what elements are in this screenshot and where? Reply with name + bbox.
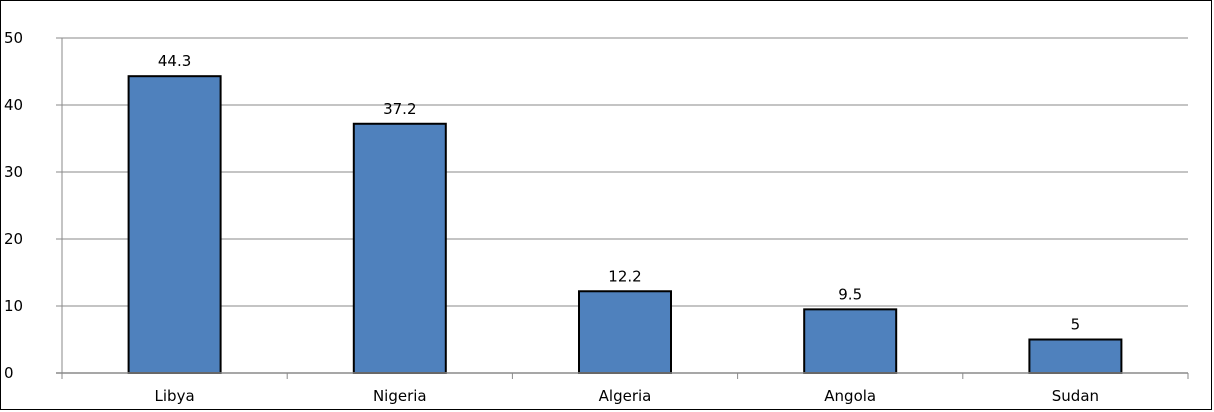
data-label: 12.2 [608,267,641,285]
category-label: Libya [155,387,195,405]
data-label: 37.2 [383,100,416,118]
data-label: 44.3 [158,52,191,70]
y-tick-label: 20 [4,230,23,248]
y-tick-label: 50 [4,29,23,47]
y-tick-label: 30 [4,163,23,181]
y-tick-label: 40 [4,96,23,114]
y-tick-label: 10 [4,297,23,315]
y-axis-ticks: 0 10 20 30 40 50 [4,29,63,382]
data-label: 9.5 [838,285,862,303]
bar [578,290,672,375]
x-axis [56,372,1189,379]
bar [127,75,222,374]
bar [352,122,447,375]
category-label: Angola [824,387,876,405]
data-labels: 44.3 37.2 12.2 9.5 5 [158,52,1080,333]
y-tick-label: 0 [4,364,14,382]
bars [127,75,1123,375]
category-label: Sudan [1052,387,1099,405]
gridlines [62,37,1188,307]
data-label: 5 [1071,316,1081,334]
bar [1028,338,1123,374]
category-label: Nigeria [373,387,427,405]
category-labels: Libya Nigeria Algeria Angola Sudan [155,387,1099,405]
category-label: Algeria [599,387,652,405]
bar [803,308,898,375]
